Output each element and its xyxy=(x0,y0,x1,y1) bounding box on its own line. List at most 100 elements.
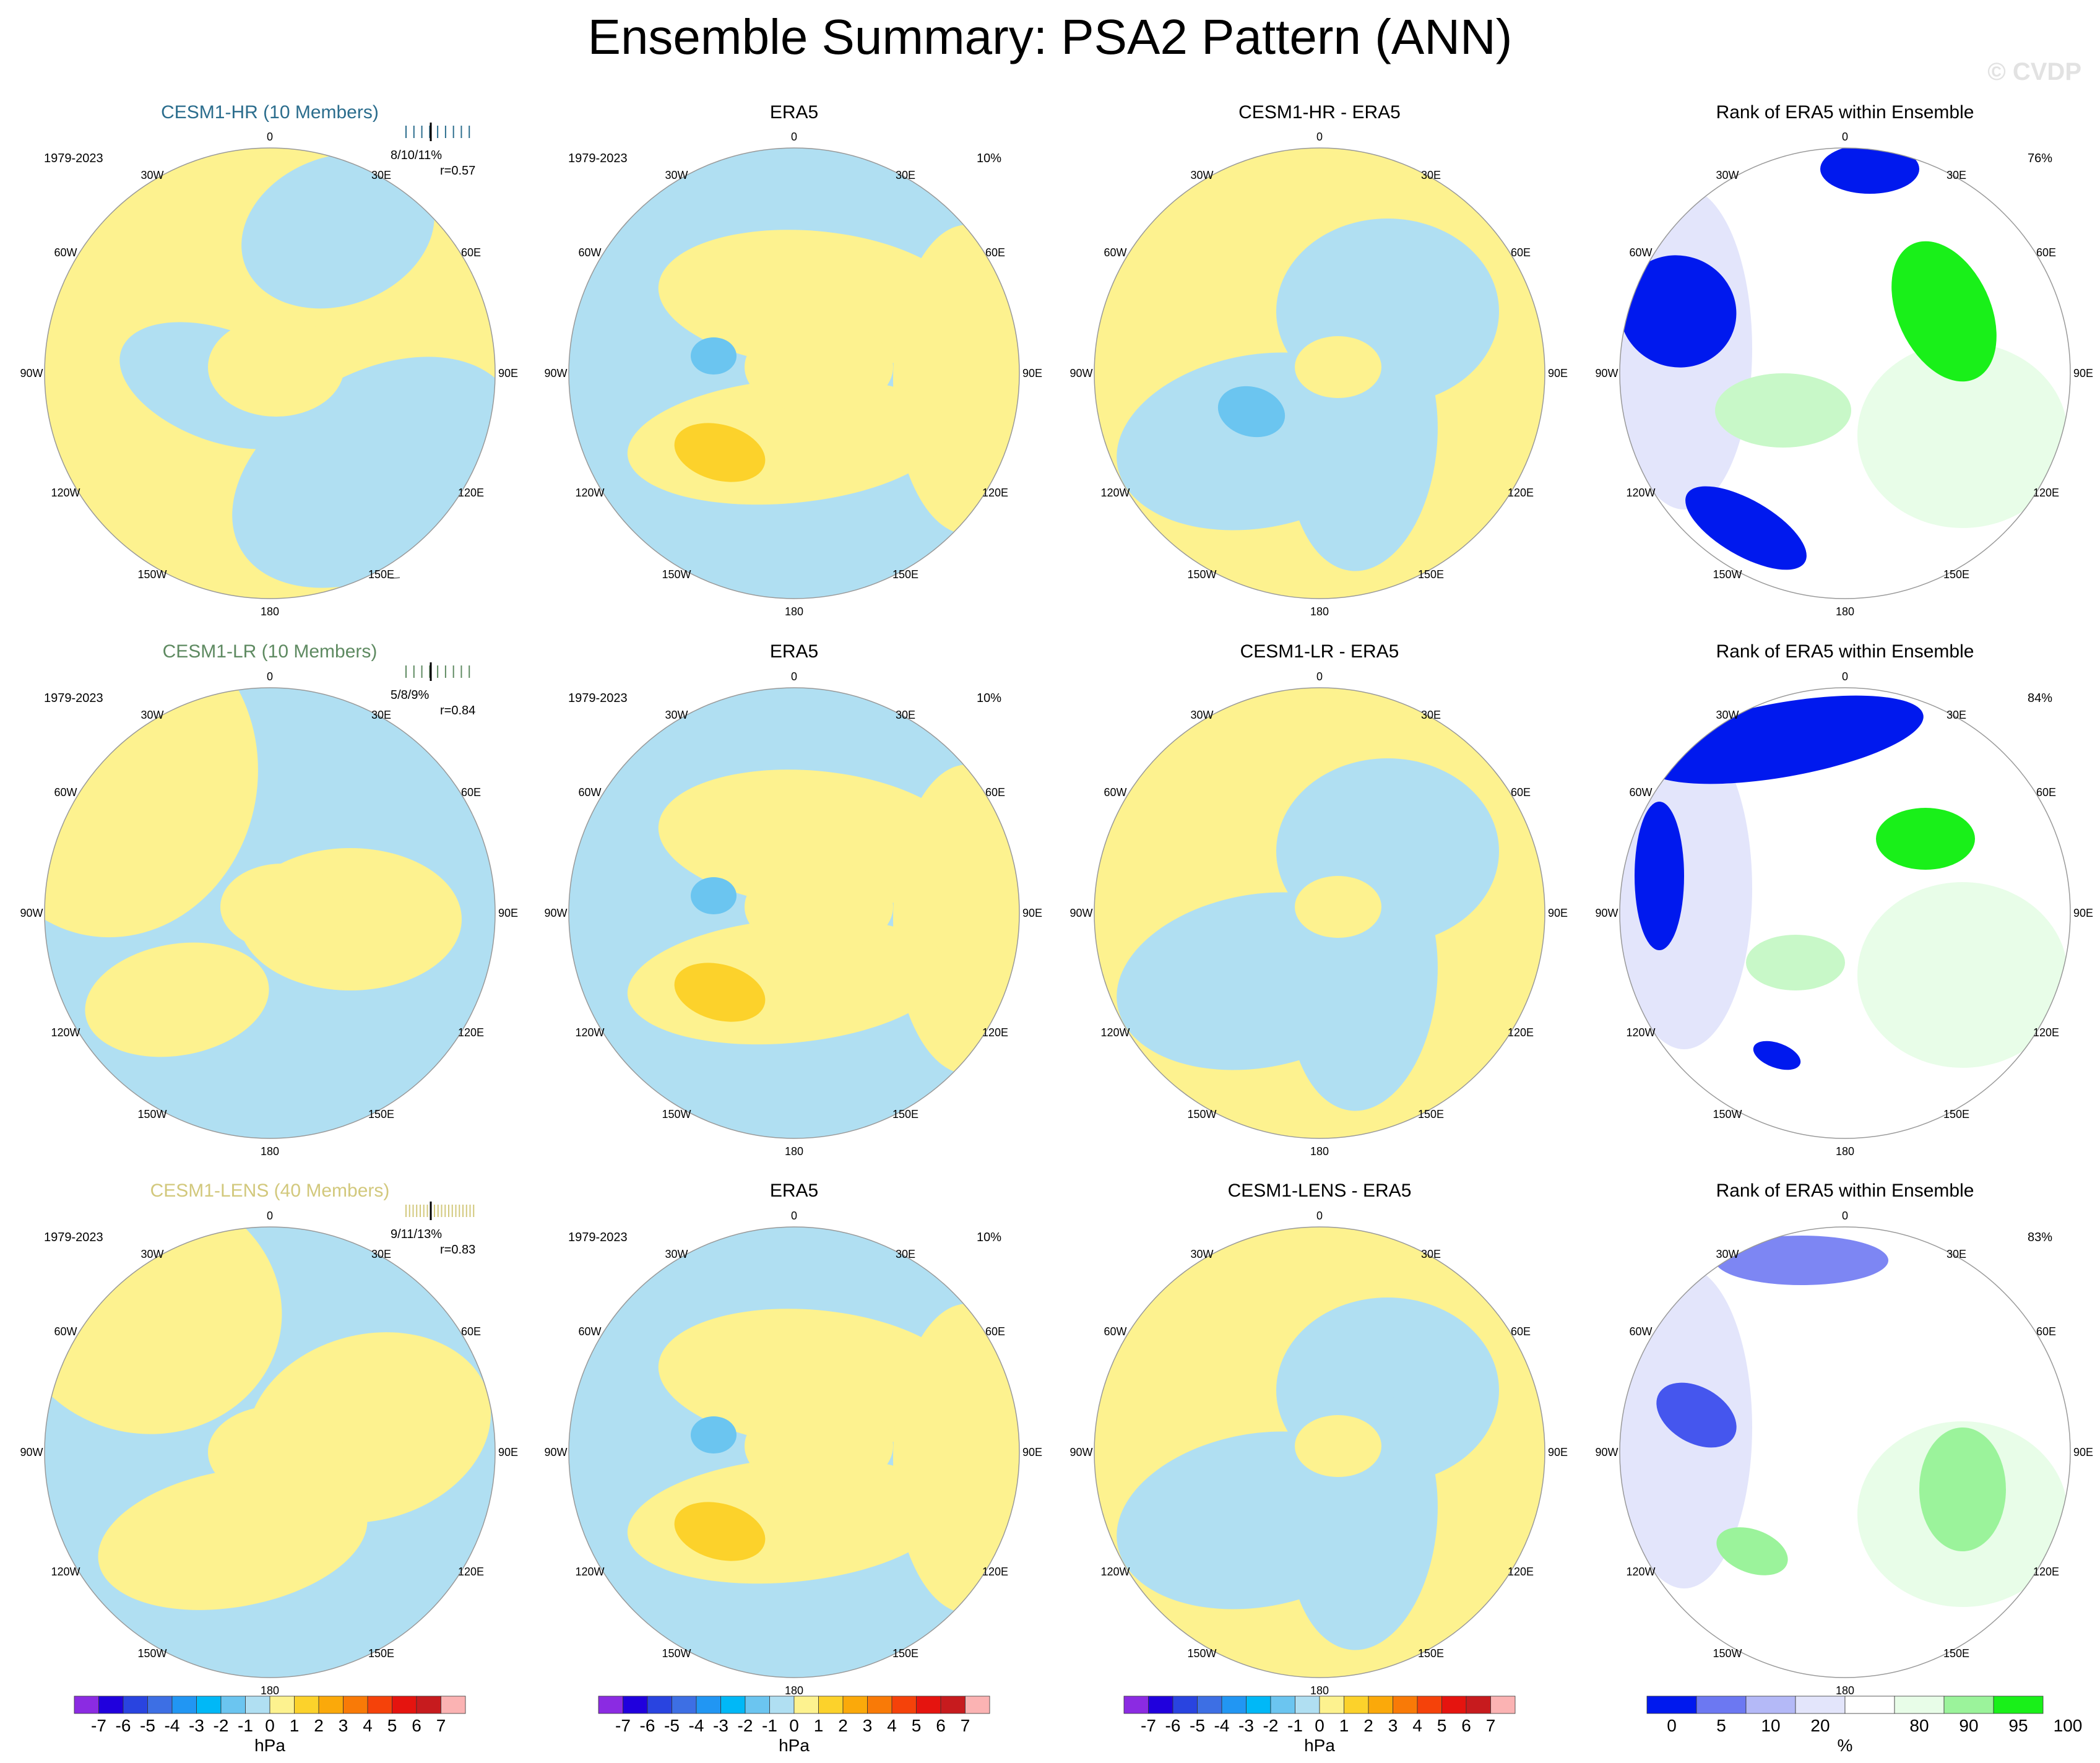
longitude-label: 180 xyxy=(784,1145,804,1158)
panel-title: CESM1-HR (10 Members) xyxy=(161,102,379,123)
anomaly-field xyxy=(1620,148,2070,599)
positive-anomaly xyxy=(208,318,344,417)
longitude-label: 30E xyxy=(1946,169,1967,181)
longitude-label: 150E xyxy=(892,1108,919,1120)
longitude-label: 60E xyxy=(1510,1325,1531,1338)
positive-anomaly xyxy=(98,1468,368,1610)
longitude-label: 90W xyxy=(544,1446,568,1458)
pattern-pct-label: 84% xyxy=(2028,691,2053,705)
slp-colorbar-label: 4 xyxy=(363,1716,373,1735)
longitude-label: 120E xyxy=(1507,1026,1534,1039)
longitude-label: 60W xyxy=(1104,246,1127,259)
colorbar-swatch xyxy=(392,1696,417,1714)
slp-colorbar-label: -7 xyxy=(1141,1716,1156,1735)
longitude-label: 120W xyxy=(51,487,80,499)
longitude-label: 120E xyxy=(457,487,485,499)
map-panel-ensemble-row2 xyxy=(44,687,496,1139)
longitude-label: 60W xyxy=(578,246,602,259)
pattern-pct-label: 83% xyxy=(2028,1231,2053,1244)
longitude-label: 0 xyxy=(1841,670,1848,683)
anomaly-field xyxy=(1620,688,2070,1138)
slp-colorbar-label: -6 xyxy=(639,1716,655,1735)
map-panel-era5-row1 xyxy=(568,147,1020,599)
longitude-label: 0 xyxy=(266,1210,273,1222)
low-rank xyxy=(1643,695,1924,784)
map-boundary xyxy=(1094,1226,1545,1678)
low-rank xyxy=(1715,1236,1888,1285)
slp-colorbar-label: -1 xyxy=(1287,1716,1303,1735)
positive-anomaly xyxy=(220,864,344,950)
longitude-label: 90E xyxy=(498,907,519,919)
longitude-label: 120E xyxy=(457,1566,485,1578)
panel-title: CESM1-LR (10 Members) xyxy=(162,641,378,662)
slp-colorbar-label: -5 xyxy=(1190,1716,1205,1735)
correlation-label: r=0.83 xyxy=(440,1243,476,1257)
longitude-label: 90E xyxy=(1547,367,1568,379)
correlation-label: r=0.57 xyxy=(440,164,476,178)
longitude-label: 60E xyxy=(1510,246,1531,259)
slp-colorbar-label: -5 xyxy=(664,1716,680,1735)
colorbar-swatch xyxy=(1344,1696,1369,1714)
low-rank xyxy=(1635,802,1684,950)
colorbar-swatch xyxy=(1490,1696,1516,1714)
slp-colorbar xyxy=(74,1696,466,1714)
longitude-label: 180 xyxy=(260,605,280,618)
main-title: Ensemble Summary: PSA2 Pattern (ANN) xyxy=(587,9,1513,64)
longitude-label: 30W xyxy=(665,709,688,721)
longitude-label: 120E xyxy=(457,1026,485,1039)
longitude-label: 30E xyxy=(895,709,916,721)
longitude-label: 0 xyxy=(790,670,797,683)
colorbar-swatch xyxy=(147,1696,173,1714)
rank-colorbar-label: 80 xyxy=(1909,1716,1929,1735)
longitude-label: 30E xyxy=(1420,709,1441,721)
colorbar-swatch xyxy=(598,1696,623,1714)
longitude-label: 120W xyxy=(1100,1566,1130,1578)
longitude-label: 30E xyxy=(371,709,392,721)
longitude-label: 150E xyxy=(1417,1108,1445,1120)
longitude-label: 60W xyxy=(1629,246,1653,259)
longitude-label: 30E xyxy=(1420,1248,1441,1260)
longitude-label: 90W xyxy=(1595,907,1618,919)
map-boundary xyxy=(44,147,496,599)
colorbar-swatch xyxy=(940,1696,966,1714)
colorbar-swatch xyxy=(1441,1696,1467,1714)
colorbar-swatch xyxy=(1368,1696,1393,1714)
slp-colorbar-label: 0 xyxy=(789,1716,799,1735)
low-rank xyxy=(1656,1382,1737,1448)
strong-negative-anomaly xyxy=(691,1416,737,1453)
longitude-label: 90E xyxy=(2073,907,2094,919)
positive-anomaly xyxy=(1295,336,1381,398)
anomaly-field xyxy=(1094,148,1545,599)
longitude-label: 120W xyxy=(575,487,605,499)
high-rank xyxy=(1919,1427,2006,1551)
map-panel-ensemble-row1 xyxy=(44,147,496,599)
colorbar-swatch xyxy=(294,1696,319,1714)
colorbar-swatch xyxy=(769,1696,795,1714)
slp-colorbar-label: -4 xyxy=(1214,1716,1230,1735)
slp-colorbar-label: -3 xyxy=(1238,1716,1254,1735)
anomaly-field xyxy=(1094,688,1545,1138)
panel-title: Rank of ERA5 within Ensemble xyxy=(1716,102,1974,123)
longitude-label: 60E xyxy=(985,246,1006,259)
longitude-label: 120W xyxy=(575,1566,605,1578)
longitude-label: 120W xyxy=(51,1566,80,1578)
colorbar-swatch xyxy=(1148,1696,1173,1714)
longitude-label: 0 xyxy=(1841,131,1848,143)
slp-colorbar-label: 7 xyxy=(960,1716,970,1735)
high-rank xyxy=(1876,808,1975,870)
colorbar-swatch xyxy=(1295,1696,1320,1714)
colorbar-swatch xyxy=(1319,1696,1344,1714)
longitude-label: 0 xyxy=(266,670,273,683)
map-boundary xyxy=(568,687,1020,1139)
longitude-label: 30E xyxy=(371,169,392,181)
longitude-label: 120W xyxy=(1626,1026,1656,1039)
longitude-label: 60W xyxy=(1629,1325,1653,1338)
longitude-label: 90E xyxy=(1022,907,1043,919)
panel-title: Rank of ERA5 within Ensemble xyxy=(1716,1180,1974,1201)
longitude-label: 90W xyxy=(20,367,43,379)
longitude-label: 180 xyxy=(1310,1145,1329,1158)
positive-anomaly xyxy=(658,230,967,368)
longitude-label: 150E xyxy=(368,568,395,581)
longitude-label: 120E xyxy=(982,1566,1009,1578)
slp-colorbar-label: 5 xyxy=(387,1716,397,1735)
